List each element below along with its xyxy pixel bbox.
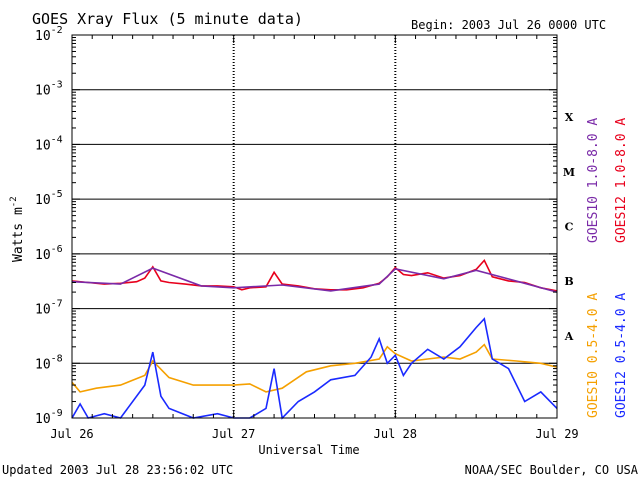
y-axis-label-exponent: -2 xyxy=(9,196,19,207)
y-tick-label: 10-6 xyxy=(35,244,63,263)
x-tick-label: Jul 28 xyxy=(374,427,417,441)
flare-class-label: C xyxy=(565,221,574,234)
series-line xyxy=(71,267,558,293)
y-tick-label-base: 10 xyxy=(35,84,51,99)
y-tick-label-exponent: -5 xyxy=(51,189,63,200)
y-tick-label-exponent: -6 xyxy=(51,244,63,255)
x-tick-label: Jul 29 xyxy=(535,427,578,441)
y-tick-label: 10-8 xyxy=(35,353,63,372)
flare-class-label: B xyxy=(564,275,573,288)
series-line xyxy=(71,317,558,420)
chart-title: GOES Xray Flux (5 minute data) xyxy=(32,10,303,28)
y-tick-label: 10-4 xyxy=(35,134,63,153)
y-axis-label: Watts m-2 xyxy=(9,196,26,262)
x-tick-label: Jul 27 xyxy=(212,427,255,441)
flare-class-label: A xyxy=(564,330,574,343)
y-tick-label: 10-9 xyxy=(35,408,63,427)
y-tick-label-exponent: -8 xyxy=(51,353,63,364)
y-tick-label: 10-5 xyxy=(35,189,63,208)
y-tick-label-exponent: -4 xyxy=(51,134,63,145)
y-axis-label-text: Watts m xyxy=(11,207,26,262)
y-tick-label-exponent: -9 xyxy=(51,408,63,419)
x-tick-label: Jul 26 xyxy=(50,427,93,441)
y-tick-label-exponent: -2 xyxy=(51,25,63,36)
x-axis-label: Universal Time xyxy=(258,443,359,457)
legend-entry: GOES10 0.5-4.0 A xyxy=(586,293,601,418)
y-tick-label-exponent: -3 xyxy=(51,80,63,91)
legend-entry: GOES12 0.5-4.0 A xyxy=(614,293,629,418)
credit-label: NOAA/SEC Boulder, CO USA xyxy=(465,463,639,477)
legend-entry: GOES12 1.0-8.0 A xyxy=(614,118,629,243)
flare-class-label: M xyxy=(563,166,575,179)
y-tick-label: 10-7 xyxy=(35,299,63,318)
y-tick-label-base: 10 xyxy=(35,357,51,372)
y-tick-label-base: 10 xyxy=(35,29,51,44)
y-tick-label-base: 10 xyxy=(35,303,51,318)
flare-class-label: X xyxy=(565,111,574,124)
y-tick-label-base: 10 xyxy=(35,412,51,427)
y-tick-label-exponent: -7 xyxy=(51,299,63,310)
legend: GOES10 1.0-8.0 A GOES12 1.0-8.0 A GOES10 0… xyxy=(586,118,629,418)
legend-entry: GOES10 1.0-8.0 A xyxy=(586,118,601,243)
y-tick-label: 10-3 xyxy=(35,80,63,99)
series-layer xyxy=(71,258,558,420)
y-tick-label-base: 10 xyxy=(35,248,51,263)
y-tick-label: 10-2 xyxy=(35,25,63,44)
grid-layer xyxy=(72,35,557,418)
begin-label: Begin: 2003 Jul 26 0000 UTC xyxy=(411,18,606,32)
y-tick-label-base: 10 xyxy=(35,138,51,153)
y-tick-label-base: 10 xyxy=(35,193,51,208)
updated-timestamp: Updated 2003 Jul 28 23:56:02 UTC xyxy=(2,463,233,477)
